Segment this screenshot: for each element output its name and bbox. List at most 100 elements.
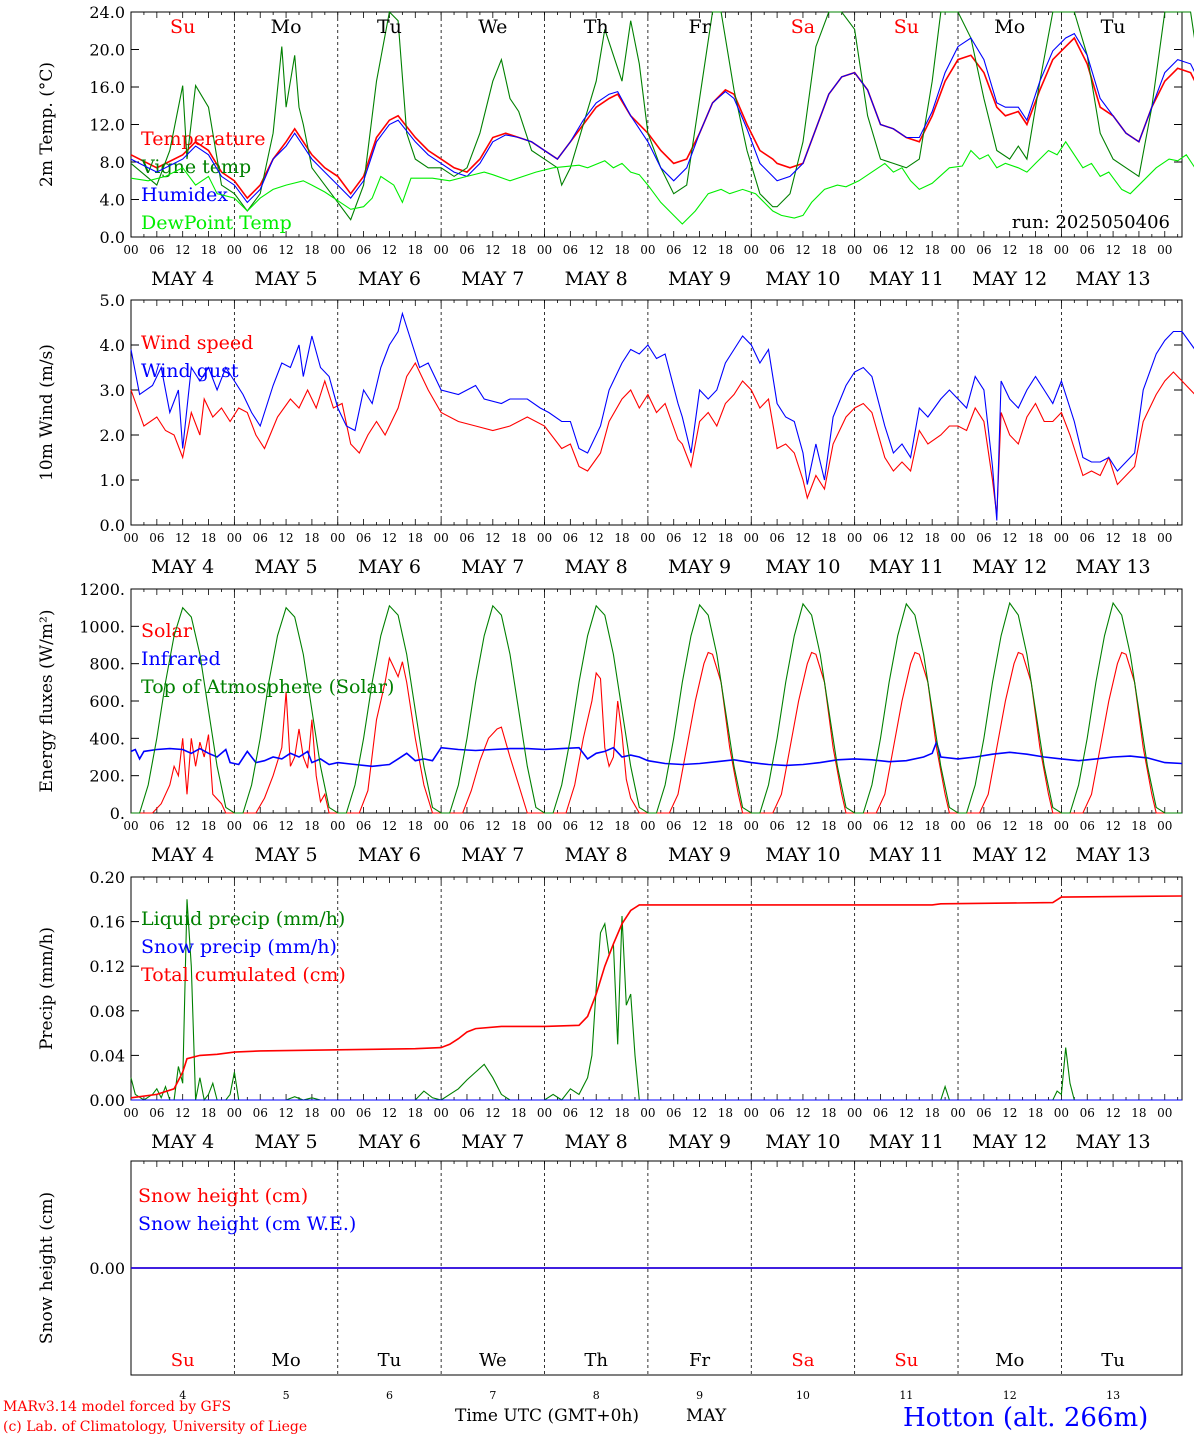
day-number: 10: [796, 1389, 810, 1402]
hour-tick-label: 00: [1157, 531, 1172, 545]
y-tick-label: 200.: [89, 767, 125, 786]
hour-tick-label: 18: [304, 531, 319, 545]
y-tick-label: 0.: [110, 804, 125, 823]
hour-tick-label: 18: [718, 1106, 733, 1120]
date-label: MAY 8: [565, 844, 628, 866]
hour-tick-label: 18: [201, 1106, 216, 1120]
legend-entry: Humidex: [141, 184, 228, 206]
hour-tick-label: 00: [227, 1106, 242, 1120]
hour-tick-label: 12: [485, 243, 500, 257]
day-name: Tu: [1101, 1350, 1125, 1371]
hour-tick-label: 18: [718, 243, 733, 257]
y-tick-label: 0.00: [89, 1091, 125, 1110]
y-tick-label: 0.0: [100, 516, 125, 535]
date-label: MAY 6: [358, 844, 421, 866]
day-name: Su: [170, 16, 195, 38]
hour-tick-label: 18: [511, 1106, 526, 1120]
series-line: [131, 601, 1182, 814]
hour-tick-label: 18: [511, 531, 526, 545]
hour-tick-label: 06: [873, 243, 888, 257]
date-label: MAY 11: [869, 556, 944, 578]
hour-tick-label: 00: [950, 531, 965, 545]
hour-tick-label: 00: [744, 531, 759, 545]
hour-tick-label: 00: [1157, 819, 1172, 833]
hour-tick-label: 00: [330, 1106, 345, 1120]
hour-tick-label: 06: [976, 1106, 991, 1120]
hour-tick-label: 12: [795, 531, 810, 545]
date-label: MAY 13: [1075, 556, 1150, 578]
legend-entry: Snow precip (mm/h): [141, 936, 337, 958]
day-name: Fr: [688, 16, 711, 38]
hour-tick-label: 12: [485, 531, 500, 545]
hour-tick-label: 06: [976, 819, 991, 833]
hour-tick-label: 00: [433, 531, 448, 545]
hour-tick-label: 12: [485, 819, 500, 833]
hour-tick-label: 18: [821, 1106, 836, 1120]
panel-3: 0. 200. 400. 600. 800. 1000. 1200. Energy fluxe…: [37, 580, 1183, 866]
hour-tick-label: 18: [511, 243, 526, 257]
series-line: [130, 10, 1194, 221]
legend-entry: Wind gust: [141, 360, 239, 382]
series-line: [130, 361, 1194, 517]
legend-entry: DewPoint Temp: [141, 212, 292, 234]
hour-tick-label: 00: [537, 819, 552, 833]
hour-tick-label: 12: [1105, 531, 1120, 545]
legend-entry: Temperature: [141, 128, 265, 150]
date-label: MAY 6: [358, 556, 421, 578]
hour-tick-label: 12: [278, 819, 293, 833]
hour-tick-label: 12: [175, 531, 190, 545]
hour-tick-label: 12: [692, 243, 707, 257]
plot-frame: [130, 588, 1183, 814]
hour-tick-label: 00: [123, 1106, 138, 1120]
y-tick-label: 400.: [89, 729, 125, 748]
legend-entry: Top of Atmosphere (Solar): [141, 676, 394, 698]
hour-tick-label: 00: [433, 243, 448, 257]
day-name: Tu: [1101, 16, 1126, 38]
legend-entry: Total cumulated (cm): [141, 964, 346, 986]
day-name: Mo: [271, 1350, 300, 1371]
hour-tick-label: 06: [873, 531, 888, 545]
hour-tick-label: 00: [847, 243, 862, 257]
legend-entry: Snow height (cm W.E.): [138, 1213, 356, 1235]
hour-tick-label: 12: [692, 1106, 707, 1120]
hour-tick-label: 06: [976, 531, 991, 545]
hour-tick-label: 06: [459, 531, 474, 545]
hour-tick-label: 18: [1028, 1106, 1043, 1120]
hour-tick-label: 12: [175, 243, 190, 257]
day-name: Fr: [689, 1350, 710, 1371]
date-label: MAY 6: [358, 268, 421, 290]
hour-tick-label: 06: [563, 243, 578, 257]
y-tick-label: 1.0: [100, 471, 125, 490]
hour-tick-label: 06: [149, 1106, 164, 1120]
model-credit: MARv3.14 model forced by GFS: [3, 1399, 232, 1415]
hour-tick-label: 12: [589, 1106, 604, 1120]
hour-tick-label: 00: [950, 243, 965, 257]
hour-tick-label: 18: [408, 243, 423, 257]
hour-tick-label: 18: [925, 1106, 940, 1120]
y-tick-label: 0.12: [89, 957, 125, 976]
y-tick-label: 0.04: [89, 1046, 125, 1065]
day-number: 7: [489, 1389, 496, 1402]
hour-tick-label: 06: [563, 531, 578, 545]
hour-tick-label: 06: [1080, 819, 1095, 833]
hour-tick-label: 12: [175, 819, 190, 833]
hour-tick-label: 18: [1028, 531, 1043, 545]
day-number: 13: [1106, 1389, 1120, 1402]
date-label: MAY 9: [668, 268, 731, 290]
hour-tick-label: 12: [589, 243, 604, 257]
date-label: MAY 11: [869, 268, 944, 290]
hour-tick-label: 00: [330, 819, 345, 833]
hour-tick-label: 06: [563, 819, 578, 833]
hour-tick-label: 00: [744, 819, 759, 833]
hour-tick-label: 12: [899, 531, 914, 545]
hour-tick-label: 18: [1131, 819, 1146, 833]
hour-tick-label: 18: [304, 1106, 319, 1120]
hour-tick-label: 00: [537, 1106, 552, 1120]
day-number: 12: [1003, 1389, 1017, 1402]
hour-tick-label: 12: [1002, 531, 1017, 545]
hour-tick-label: 06: [666, 531, 681, 545]
hour-tick-label: 12: [795, 1106, 810, 1120]
series-line: [130, 739, 1183, 768]
hour-tick-label: 06: [356, 819, 371, 833]
date-label: MAY 4: [151, 1131, 214, 1153]
